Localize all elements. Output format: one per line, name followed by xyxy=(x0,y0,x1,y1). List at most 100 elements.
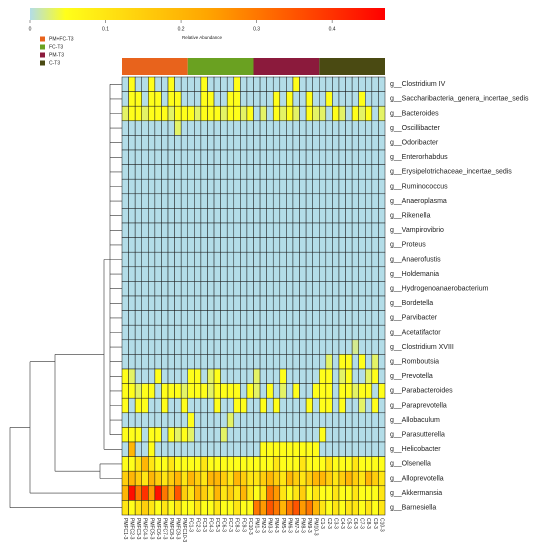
heatmap-cell xyxy=(378,164,386,180)
heatmap-cell xyxy=(194,105,202,122)
heatmap-cell xyxy=(128,237,136,253)
heatmap-cell xyxy=(325,164,333,180)
heatmap-cell xyxy=(338,251,346,268)
heatmap-cell xyxy=(194,266,202,282)
heatmap-cell xyxy=(194,164,202,180)
heatmap-cell xyxy=(338,470,346,487)
heatmap-cell xyxy=(305,91,313,107)
heatmap-cell xyxy=(148,266,156,282)
heatmap-cell xyxy=(187,178,195,195)
heatmap-cell xyxy=(292,397,300,414)
heatmap-cell xyxy=(253,485,261,501)
heatmap-cell xyxy=(266,76,274,92)
column-label: PMFC2-3 xyxy=(129,518,135,540)
heatmap-cell xyxy=(312,266,320,282)
heatmap-cell xyxy=(332,76,340,92)
heatmap-cell xyxy=(325,339,333,355)
heatmap-cell xyxy=(299,105,307,122)
heatmap-cell xyxy=(319,500,327,516)
heatmap-cell xyxy=(345,441,353,457)
heatmap-cell xyxy=(161,222,169,238)
heatmap-cell xyxy=(240,251,248,268)
heatmap-cell xyxy=(180,281,189,297)
heatmap-cell xyxy=(345,470,353,487)
heatmap-cell xyxy=(371,91,379,107)
heatmap-cell xyxy=(266,222,274,238)
heatmap-cell xyxy=(174,76,182,92)
heatmap-cell xyxy=(259,456,267,472)
heatmap-cell xyxy=(213,397,221,414)
heatmap-cell xyxy=(292,164,300,180)
heatmap-cell xyxy=(246,91,254,107)
heatmap-cell xyxy=(299,368,307,384)
heatmap-cell xyxy=(180,324,189,341)
heatmap-cell xyxy=(259,500,267,516)
heatmap-cell xyxy=(365,470,373,487)
heatmap-cell xyxy=(266,105,274,122)
heatmap-cell xyxy=(200,237,208,253)
heatmap-cell xyxy=(161,135,169,151)
heatmap-cell xyxy=(365,383,373,399)
heatmap-cell xyxy=(121,178,129,195)
heatmap-cell xyxy=(292,193,300,209)
heatmap-cell xyxy=(378,222,386,238)
heatmap-cell xyxy=(174,222,182,238)
heatmap-cell xyxy=(200,397,208,414)
legend-swatch xyxy=(40,36,45,42)
heatmap-cell xyxy=(121,310,129,326)
heatmap-cell xyxy=(246,427,254,443)
heatmap-cell xyxy=(246,397,254,414)
heatmap-cell xyxy=(272,222,281,238)
legend-label: FC-T3 xyxy=(49,44,63,50)
heatmap-cell xyxy=(319,193,327,209)
heatmap-cell xyxy=(141,222,149,238)
heatmap-cell xyxy=(194,281,202,297)
column-label: FC1-3 xyxy=(188,518,194,532)
heatmap-cell xyxy=(266,193,274,209)
heatmap-cell xyxy=(187,470,195,487)
heatmap-cell xyxy=(259,368,267,384)
heatmap-cell xyxy=(161,470,169,487)
heatmap-cell xyxy=(233,324,241,341)
heatmap-cell xyxy=(286,178,294,195)
heatmap-cell xyxy=(325,281,333,297)
heatmap-cell xyxy=(128,397,136,414)
heatmap-cell xyxy=(174,251,182,268)
heatmap-cell xyxy=(134,470,142,487)
heatmap-cell xyxy=(312,149,320,165)
heatmap-cell xyxy=(351,441,359,457)
heatmap-cell xyxy=(161,485,169,501)
heatmap-cell xyxy=(141,208,149,224)
heatmap-cell xyxy=(220,295,228,311)
heatmap-cell xyxy=(371,208,379,224)
heatmap-cell xyxy=(161,91,169,107)
heatmap-cell xyxy=(345,412,353,428)
heatmap-cell xyxy=(226,456,235,472)
heatmap-cell xyxy=(371,456,379,472)
heatmap-cell xyxy=(253,310,261,326)
heatmap-cell xyxy=(213,470,221,487)
heatmap-cell xyxy=(272,324,281,341)
heatmap-cell xyxy=(233,281,241,297)
heatmap-cell xyxy=(134,266,142,282)
heatmap-cell xyxy=(154,500,162,516)
heatmap-cell xyxy=(292,427,300,443)
heatmap-cell xyxy=(134,500,142,516)
heatmap-cell xyxy=(161,368,169,384)
heatmap-cell xyxy=(332,281,340,297)
heatmap-cell xyxy=(358,178,366,195)
heatmap-cell xyxy=(319,208,327,224)
heatmap-cell xyxy=(266,383,274,399)
heatmap-cell xyxy=(312,295,320,311)
heatmap-cell xyxy=(167,222,175,238)
heatmap-cell xyxy=(161,324,169,341)
heatmap-cell xyxy=(128,368,136,384)
heatmap-cell xyxy=(220,222,228,238)
heatmap-cell xyxy=(358,149,366,165)
heatmap-cell xyxy=(128,178,136,195)
heatmap-cell xyxy=(246,237,254,253)
heatmap-cell xyxy=(128,120,136,136)
heatmap-cell xyxy=(279,237,287,253)
heatmap-cell xyxy=(365,178,373,195)
heatmap-cell xyxy=(292,281,300,297)
